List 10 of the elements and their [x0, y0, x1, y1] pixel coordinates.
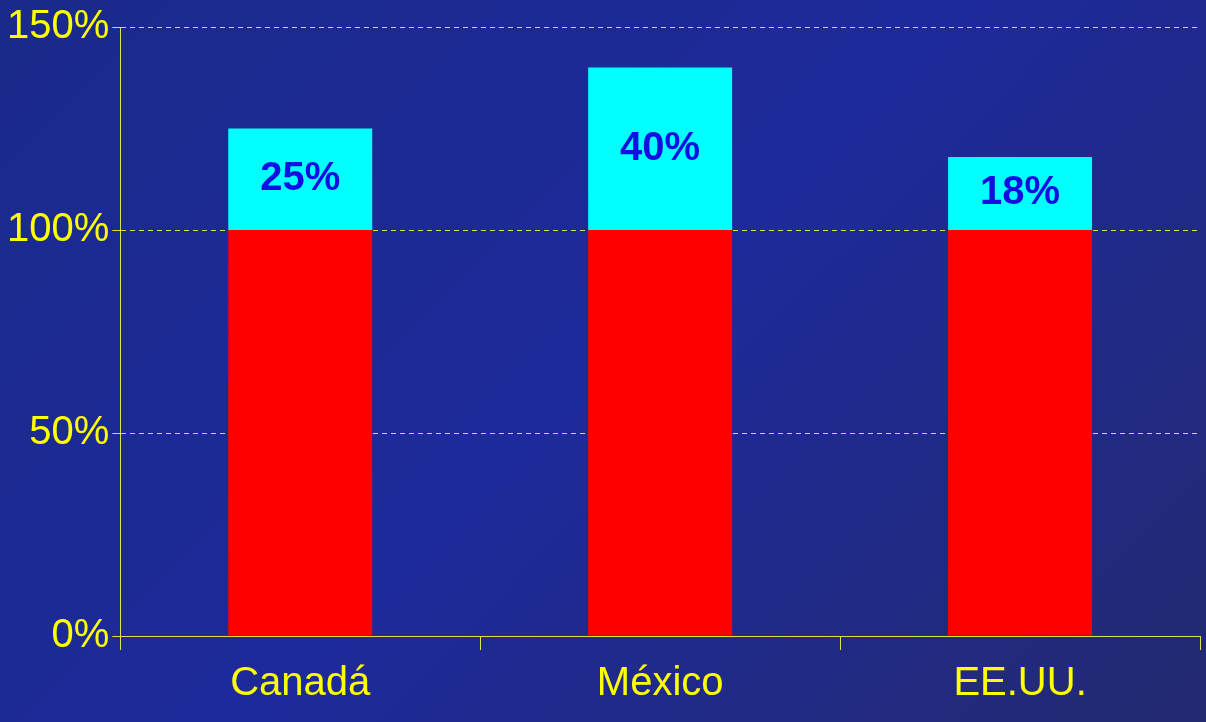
x-tick-label: México — [596, 659, 724, 704]
x-tick-label: EE.UU. — [953, 659, 1087, 704]
x-tick-label: Canadá — [230, 659, 372, 704]
y-tick-label: 100% — [6, 205, 110, 250]
y-tick-label: 50% — [29, 408, 110, 453]
y-tick-label: 0% — [51, 611, 110, 656]
data-label: 18% — [980, 168, 1061, 213]
y-tick-label: 150% — [6, 2, 110, 47]
data-label: 40% — [620, 123, 701, 168]
data-label: 25% — [260, 154, 341, 199]
